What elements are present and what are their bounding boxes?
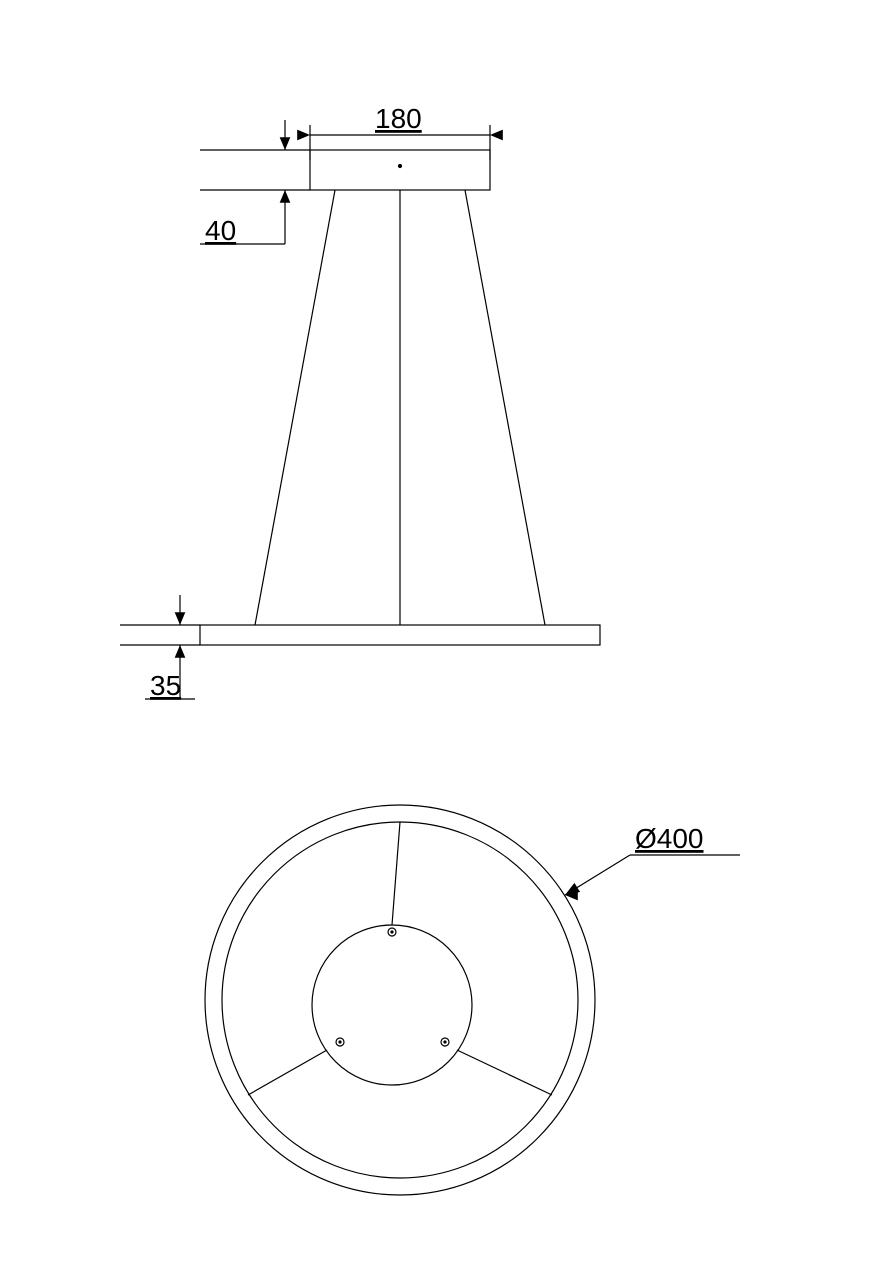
technical-drawing: 180 40 35 Ø400	[0, 0, 894, 1265]
elevation-view: 180 40 35	[120, 103, 600, 701]
dim-label-180: 180	[375, 103, 422, 134]
dim-label-40: 40	[205, 215, 236, 246]
plan-view: Ø400	[205, 805, 740, 1195]
dim-label-dia400: Ø400	[635, 823, 704, 854]
dim-label-35: 35	[150, 670, 181, 701]
